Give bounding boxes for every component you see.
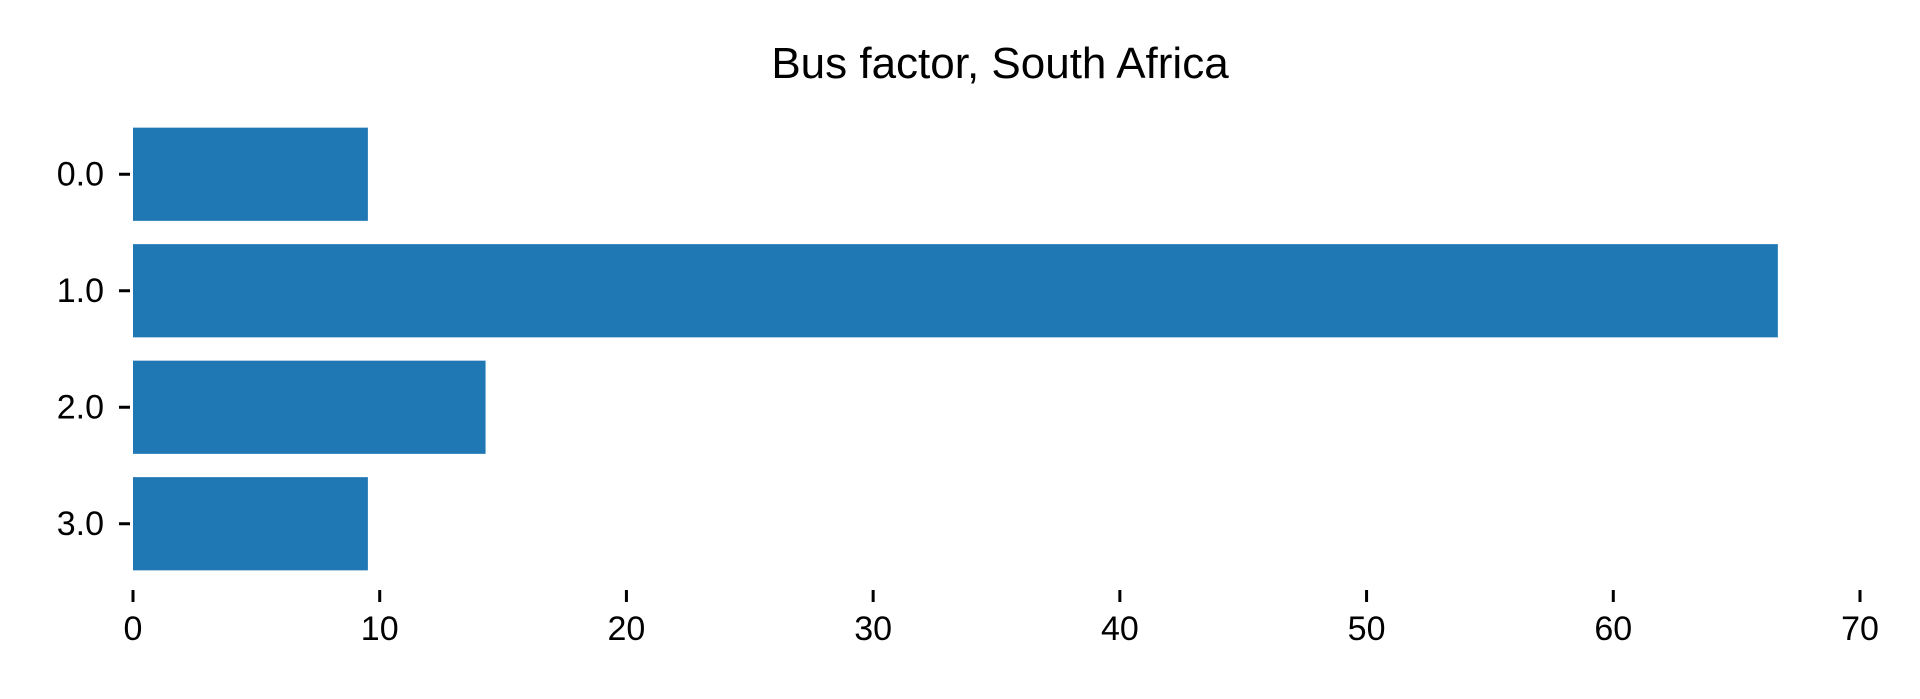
x-tick-label-50: 50: [1348, 610, 1386, 648]
x-tick-label-60: 60: [1594, 610, 1632, 648]
y-axis: 0.0 1.0 2.0 3.0: [57, 155, 130, 543]
bar-0.0: [133, 127, 368, 221]
x-tick-label-30: 30: [854, 610, 892, 648]
bar-1.0: [133, 244, 1778, 338]
bar-2.0: [133, 360, 486, 454]
y-tick-label-0.0: 0.0: [57, 155, 104, 193]
x-tick-label-70: 70: [1841, 610, 1879, 648]
x-tick-label-10: 10: [361, 610, 399, 648]
x-tick-label-40: 40: [1101, 610, 1139, 648]
y-tick-label-2.0: 2.0: [57, 388, 104, 426]
y-tick-label-3.0: 3.0: [57, 505, 104, 543]
bars-group: [133, 127, 1778, 571]
chart-title: Bus factor, South Africa: [771, 39, 1229, 88]
x-tick-label-0: 0: [124, 610, 143, 648]
x-tick-label-20: 20: [608, 610, 646, 648]
y-tick-label-1.0: 1.0: [57, 272, 104, 310]
bar-3.0: [133, 477, 368, 571]
x-axis: 0 10 20 30 40 50 60 70: [124, 590, 1879, 648]
